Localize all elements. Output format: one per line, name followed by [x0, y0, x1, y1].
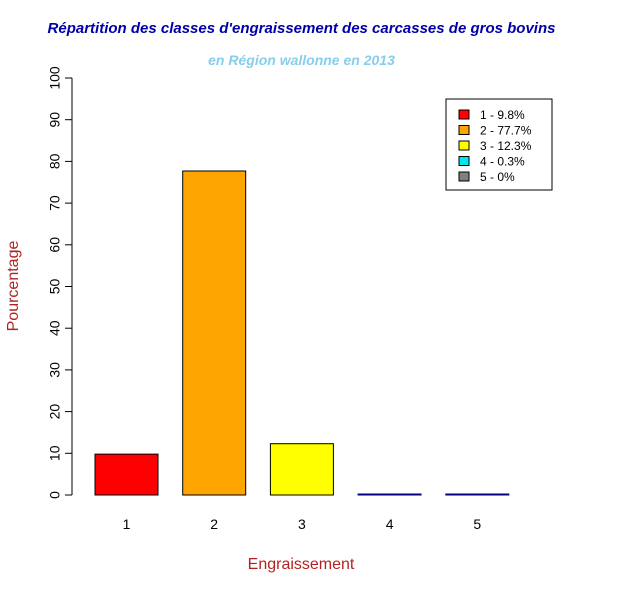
bars	[94, 170, 510, 496]
y-tick-label: 0	[47, 491, 63, 499]
x-tick-label: 5	[473, 516, 481, 532]
chart-subtitle: en Région wallonne en 2013	[208, 52, 395, 68]
y-tick-label: 60	[47, 237, 63, 253]
legend-swatch	[458, 125, 470, 135]
legend-label: 2 - 77.7%	[480, 124, 532, 138]
legend-label: 1 - 9.8%	[480, 108, 525, 122]
y-tick-label: 100	[47, 66, 63, 90]
x-tick-label: 2	[210, 516, 218, 532]
x-tick-label: 3	[298, 516, 306, 532]
bar-1	[94, 453, 159, 496]
bar-2	[182, 170, 247, 496]
y-tick-label: 10	[47, 445, 63, 461]
x-axis-title: Engraissement	[248, 556, 355, 573]
y-tick-label: 70	[47, 195, 63, 211]
y-tick-label: 90	[47, 112, 63, 128]
legend-swatch	[458, 140, 470, 151]
y-tick-label: 50	[47, 279, 63, 295]
legend: 1 - 9.8% 2 - 77.7%3 - 12.3% 4 - 0.3%5 - 0%	[445, 98, 553, 191]
y-tick-label: 80	[47, 153, 63, 169]
legend-label: 3 - 12.3%	[480, 139, 532, 153]
bar-3	[269, 443, 334, 496]
y-tick-label: 20	[47, 404, 63, 420]
legend-label: 4 - 0.3%	[480, 155, 525, 169]
y-axis-title: Pourcentage	[5, 241, 22, 332]
y-tick-label: 30	[47, 362, 63, 378]
x-tick-label: 1	[123, 516, 131, 532]
x-axis-labels: 1 2 3 4 5	[123, 516, 482, 532]
legend-swatch	[458, 171, 470, 182]
chart-title: Répartition des classes d'engraissement …	[47, 20, 556, 37]
legend-swatch	[458, 156, 470, 166]
y-axis: 0 10 20 30 40 50 60 70 80 90 100	[47, 66, 73, 499]
bar-5	[445, 493, 510, 496]
legend-label: 5 - 0%	[480, 170, 515, 184]
legend-swatch	[458, 109, 470, 120]
bar-4	[357, 493, 422, 496]
x-tick-label: 4	[386, 516, 394, 532]
y-tick-label: 40	[47, 320, 63, 336]
